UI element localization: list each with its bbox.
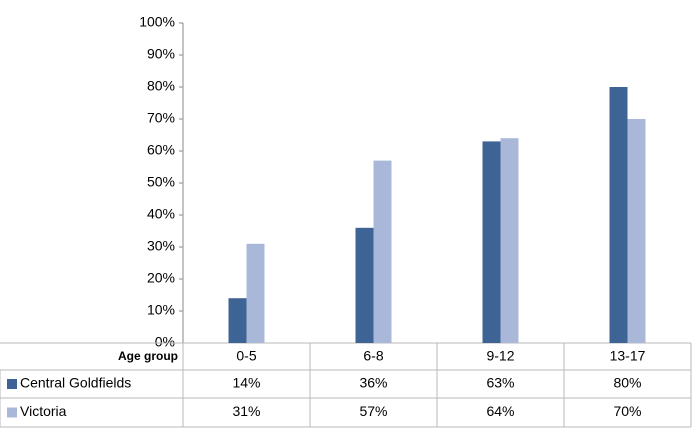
legend-swatch <box>7 379 17 389</box>
data-label: 64% <box>486 403 514 419</box>
bar <box>500 138 519 343</box>
bar <box>627 119 646 343</box>
data-label: 63% <box>486 375 514 391</box>
data-label: 80% <box>613 375 641 391</box>
bar <box>373 160 392 343</box>
data-label: 14% <box>232 375 260 391</box>
y-tick-label: 90% <box>147 46 175 62</box>
bar <box>246 243 265 343</box>
data-label: 36% <box>359 375 387 391</box>
x-tick-label: 0-5 <box>236 348 256 364</box>
bar <box>228 298 247 343</box>
y-tick-label: 40% <box>147 206 175 222</box>
x-tick-label: 9-12 <box>486 348 514 364</box>
x-axis-label: Age group <box>118 349 178 363</box>
y-tick-label: 60% <box>147 142 175 158</box>
y-tick-label: 100% <box>139 14 175 30</box>
legend-swatch <box>7 407 17 418</box>
data-label: 70% <box>613 403 641 419</box>
y-tick-label: 20% <box>147 270 175 286</box>
y-tick-label: 80% <box>147 78 175 94</box>
legend-label: Victoria <box>20 403 67 419</box>
x-tick-label: 13-17 <box>610 348 646 364</box>
y-tick-label: 0% <box>155 334 175 350</box>
y-tick-label: 10% <box>147 302 175 318</box>
y-tick-label: 50% <box>147 174 175 190</box>
y-tick-label: 70% <box>147 110 175 126</box>
bar <box>355 227 374 343</box>
y-tick-label: 30% <box>147 238 175 254</box>
bar <box>482 141 501 343</box>
data-label: 31% <box>232 403 260 419</box>
x-tick-label: 6-8 <box>363 348 383 364</box>
bar <box>609 87 628 343</box>
data-label: 57% <box>359 403 387 419</box>
legend-label: Central Goldfields <box>20 375 131 391</box>
